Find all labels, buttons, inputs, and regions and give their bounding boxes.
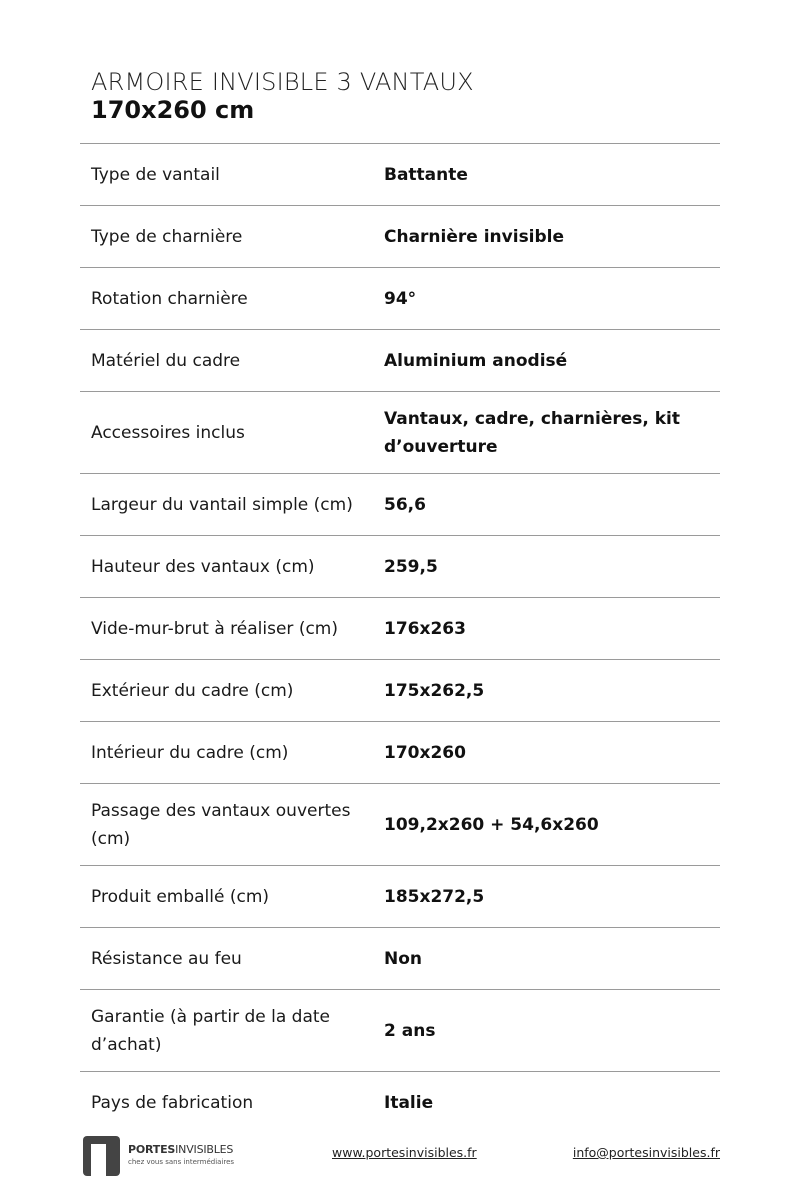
footer: PORTESINVISIBLES chez vous sans interméd… [0,1133,800,1183]
product-dimensions: 170x260 cm [91,96,255,124]
brand-logo: PORTESINVISIBLES chez vous sans interméd… [83,1136,234,1176]
spec-value: 185x272,5 [384,886,485,907]
spec-label: Accessoires inclus [91,422,245,443]
spec-label: Vide-mur-brut à réaliser (cm) [91,618,338,639]
spec-row: Type de charnière Charnière invisible [80,206,720,268]
spec-label: Résistance au feu [91,948,242,969]
spec-row: Résistance au feu Non [80,928,720,990]
email-link[interactable]: info@portesinvisibles.fr [572,1145,720,1160]
spec-label: Hauteur des vantaux (cm) [91,556,315,577]
spec-label: Produit emballé (cm) [91,886,270,907]
spec-value: Battante [384,164,468,185]
spec-value: 2 ans [384,1020,436,1041]
spec-value: 259,5 [384,556,438,577]
spec-value: Charnière invisible [384,226,565,247]
spec-value: Vantaux, cadre, charnières, kit d’ouvert… [384,408,681,457]
spec-value: 170x260 [384,742,466,763]
product-title: ARMOIRE INVISIBLE 3 VANTAUX [91,68,474,96]
spec-label: Pays de fabrication [91,1093,254,1113]
spec-label: Type de charnière [91,226,243,247]
logo-tagline: chez vous sans intermédiaires [128,1158,235,1166]
spec-value: Italie [384,1093,434,1113]
spec-value: 176x263 [384,618,466,639]
spec-row: Accessoires inclus Vantaux, cadre, charni… [80,392,720,474]
spec-row: Pays de fabrication Italie [80,1072,720,1134]
spec-label: Passage des vantaux ouvertes (cm) [91,800,351,849]
spec-row: Produit emballé (cm) 185x272,5 [80,866,720,928]
door-logo-icon [83,1136,120,1176]
spec-label: Type de vantail [91,164,220,185]
spec-row: Intérieur du cadre (cm) 170x260 [80,722,720,784]
logo-name: PORTESINVISIBLES [128,1143,234,1156]
spec-row: Hauteur des vantaux (cm) 259,5 [80,536,720,598]
website-link[interactable]: www.portesinvisibles.fr [332,1145,477,1160]
spec-value: 94° [384,288,417,309]
spec-row: Extérieur du cadre (cm) 175x262,5 [80,660,720,722]
spec-value: Aluminium anodisé [384,350,568,371]
spec-label: Extérieur du cadre (cm) [91,680,294,701]
spec-label: Intérieur du cadre (cm) [91,742,289,763]
spec-label: Rotation charnière [91,288,248,309]
spec-row: Largeur du vantail simple (cm) 56,6 [80,474,720,536]
spec-table: Type de vantail Battante Type de charnière… [80,143,720,1134]
spec-value: 175x262,5 [384,680,485,701]
spec-row: Rotation charnière 94° [80,268,720,330]
spec-label: Matériel du cadre [91,350,241,371]
spec-row: Type de vantail Battante [80,144,720,206]
spec-row: Passage des vantaux ouvertes (cm) 109,2x2… [80,784,720,866]
spec-label: Garantie (à partir de la date d’achat) [91,1006,330,1055]
spec-value: 56,6 [384,494,426,515]
spec-value: 109,2x260 + 54,6x260 [384,814,599,835]
spec-label: Largeur du vantail simple (cm) [91,494,353,515]
spec-value: Non [384,948,423,969]
spec-row: Vide-mur-brut à réaliser (cm) 176x263 [80,598,720,660]
spec-row: Matériel du cadre Aluminium anodisé [80,330,720,392]
spec-row: Garantie (à partir de la date d’achat) 2 … [80,990,720,1072]
